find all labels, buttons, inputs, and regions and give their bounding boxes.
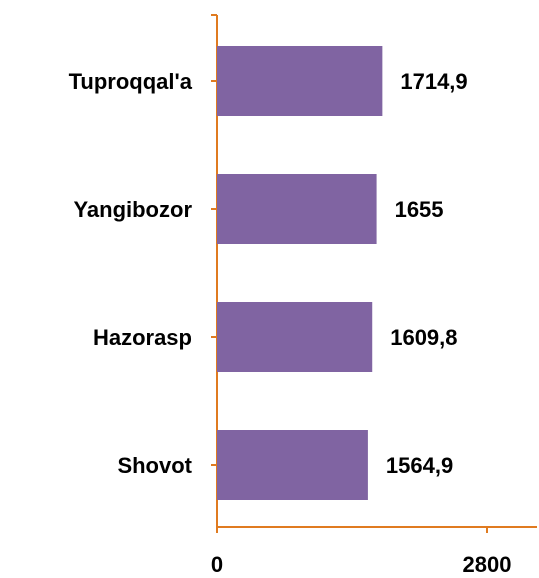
bar <box>217 430 368 500</box>
value-label: 1714,9 <box>400 69 467 94</box>
value-label: 1609,8 <box>390 325 457 350</box>
value-label: 1564,9 <box>386 453 453 478</box>
bar <box>217 302 373 372</box>
x-tick-label: 2800 <box>463 552 512 577</box>
category-label: Shovot <box>117 453 192 478</box>
x-tick-label: 0 <box>211 552 223 577</box>
category-label: Yangibozor <box>73 197 192 222</box>
category-label: Hazorasp <box>93 325 192 350</box>
bar <box>217 174 377 244</box>
value-label: 1655 <box>395 197 444 222</box>
bar <box>217 46 383 116</box>
category-label: Tuproqqal'a <box>69 69 193 94</box>
